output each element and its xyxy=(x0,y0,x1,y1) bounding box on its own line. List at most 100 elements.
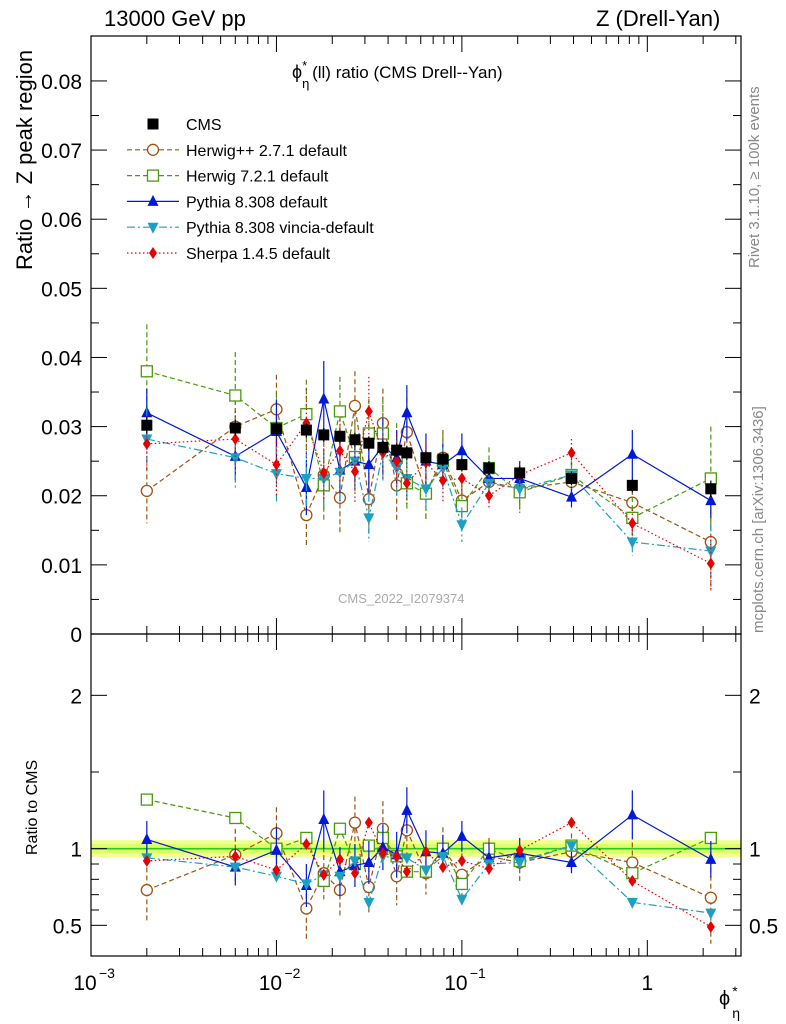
main-panel-title-text: (ll) ratio (CMS Drell--Yan) xyxy=(312,63,503,82)
ratio-point-pythia xyxy=(705,852,717,864)
ratio-point-pythia xyxy=(270,843,282,855)
header-right: Z (Drell-Yan) xyxy=(596,6,721,31)
x-tick-label-base: 10 xyxy=(73,972,96,995)
x-tick-label-exponent: −3 xyxy=(99,965,115,981)
main-point-vincia xyxy=(626,537,638,549)
main-point-sherpa xyxy=(438,474,447,487)
main-point-sherpa xyxy=(628,517,637,530)
ratio-point-sherpa xyxy=(567,816,576,829)
legend-marker-cms xyxy=(147,118,159,130)
main-point-vincia xyxy=(483,478,495,490)
ratio-series-sherpa xyxy=(142,816,715,933)
main-point-vincia xyxy=(363,513,375,525)
ratio-point-vincia xyxy=(456,894,468,906)
ratio-point-pythia xyxy=(318,813,330,825)
ratio-point-sherpa xyxy=(484,862,493,875)
main-point-pythia xyxy=(401,406,413,418)
x-tick-label-base: 1 xyxy=(641,972,653,995)
main-panel-title-sup: * xyxy=(302,58,308,73)
ratio-point-vincia xyxy=(705,908,717,920)
legend-marker-herwigpp xyxy=(146,143,160,156)
ratio-point-sherpa xyxy=(335,853,344,866)
ratio-point-pythia xyxy=(377,840,389,852)
main-point-herwigpp xyxy=(348,399,362,413)
ratio-point-sherpa xyxy=(515,844,524,857)
main-y-tick-label: 0.07 xyxy=(41,140,82,163)
ratio-point-vincia xyxy=(334,871,346,883)
legend-label-herwig7: Herwig 7.2.1 default xyxy=(186,169,329,186)
ratio-panel-frame xyxy=(90,633,742,957)
x-axis-label-sub: η xyxy=(732,1005,740,1021)
main-point-cms xyxy=(456,459,468,471)
main-point-sherpa xyxy=(457,472,466,485)
top-margin-mask xyxy=(0,0,786,35)
main-point-herwig7 xyxy=(140,365,153,378)
main-point-vincia xyxy=(300,473,312,485)
main-point-cms xyxy=(349,434,361,446)
x-axis-label-sup: * xyxy=(732,983,738,999)
main-point-pythia xyxy=(318,392,330,404)
main-point-sherpa xyxy=(142,437,151,450)
legend-label-cms: CMS xyxy=(186,117,222,134)
ratio-point-herwig7 xyxy=(455,877,469,891)
ratio-point-sherpa xyxy=(231,850,240,863)
main-y-tick-label: 0.01 xyxy=(41,555,82,578)
ratio-point-vincia xyxy=(514,857,526,869)
legend-marker-sherpa xyxy=(149,247,157,259)
legend-label-pythia: Pythia 8.308 default xyxy=(186,194,328,211)
ratio-point-vincia xyxy=(349,856,361,868)
ratio-point-vincia xyxy=(270,871,282,883)
legend-label-herwigpp: Herwig++ 2.7.1 default xyxy=(186,143,348,160)
main-point-cms xyxy=(705,483,717,495)
main-point-cms xyxy=(363,437,375,449)
main-point-cms xyxy=(270,423,282,435)
legend-label-sherpa: Sherpa 1.4.5 default xyxy=(186,246,331,263)
ratio-point-pythia xyxy=(401,803,413,815)
ratio-point-herwig7 xyxy=(140,793,153,806)
ratio-point-sherpa xyxy=(392,850,401,863)
main-y-tick-label: 0.03 xyxy=(41,417,82,440)
ratio-point-herwigpp xyxy=(140,883,153,897)
ratio-y-tick-label-right: 2 xyxy=(749,685,761,708)
ratio-point-sherpa xyxy=(378,847,387,860)
main-point-cms xyxy=(229,422,241,434)
main-point-pythia xyxy=(456,444,468,456)
ratio-point-pythia xyxy=(626,808,638,820)
ratio-point-sherpa xyxy=(457,854,466,867)
main-point-sherpa xyxy=(392,455,401,468)
main-y-tick-label: 0 xyxy=(70,624,82,647)
main-y-tick-label: 0.02 xyxy=(41,486,82,509)
ratio-point-sherpa xyxy=(272,864,281,877)
ratio-point-sherpa xyxy=(628,874,637,887)
main-panel-title-sub: η xyxy=(302,76,310,91)
main-point-sherpa xyxy=(364,405,373,418)
ratio-point-herwigpp xyxy=(348,816,362,829)
main-point-cms xyxy=(300,424,312,436)
y-axis-label-main: Ratio → Z peak region xyxy=(12,49,37,270)
ratio-point-pythia xyxy=(141,832,153,844)
main-point-cms xyxy=(334,430,346,442)
main-point-cms xyxy=(318,429,330,441)
main-point-vincia xyxy=(334,467,346,479)
main-y-tick-label: 0.05 xyxy=(41,278,82,301)
main-point-cms xyxy=(141,419,153,431)
main-point-pythia xyxy=(565,490,577,502)
main-point-vincia xyxy=(456,520,468,532)
ratio-y-tick-label: 1 xyxy=(70,839,82,862)
main-series-cms xyxy=(141,416,717,498)
x-tick-label-base: 10 xyxy=(444,972,467,995)
ratio-point-vincia xyxy=(401,853,413,865)
ratio-point-herwig7 xyxy=(333,822,347,835)
main-point-sherpa xyxy=(706,557,715,570)
ratio-point-sherpa xyxy=(421,845,430,858)
x-axis-label-symbol: ϕ xyxy=(719,988,731,1010)
ratio-point-sherpa xyxy=(364,816,373,829)
main-point-sherpa xyxy=(272,458,281,471)
ratio-y-tick-label: 0.5 xyxy=(53,915,82,938)
main-panel-title: ϕ * η (ll) ratio (CMS Drell--Yan) xyxy=(292,58,503,106)
ratio-point-herwig7 xyxy=(229,811,242,825)
main-point-sherpa xyxy=(484,489,493,502)
ratio-point-pythia xyxy=(363,855,375,867)
main-point-sherpa xyxy=(402,477,411,490)
main-point-vincia xyxy=(318,473,330,485)
